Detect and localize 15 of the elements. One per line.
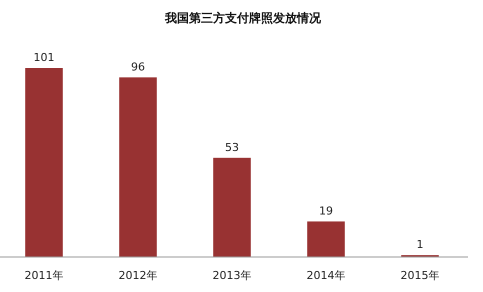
bar	[213, 158, 251, 257]
data-label: 53	[225, 140, 239, 154]
data-label: 1	[416, 238, 424, 252]
bar	[307, 221, 345, 257]
x-tick-label: 2015年	[400, 269, 440, 282]
x-tick-label: 2014年	[306, 269, 346, 282]
chart-title: 我国第三方支付牌照发放情况	[164, 11, 322, 25]
data-label: 96	[131, 60, 145, 74]
bar	[25, 68, 63, 257]
x-tick-label: 2012年	[118, 269, 158, 282]
data-label: 101	[34, 51, 54, 64]
data-label: 19	[319, 204, 333, 218]
bar	[119, 77, 157, 257]
x-tick-label: 2013年	[212, 269, 252, 282]
x-tick-label: 2011年	[24, 269, 64, 282]
